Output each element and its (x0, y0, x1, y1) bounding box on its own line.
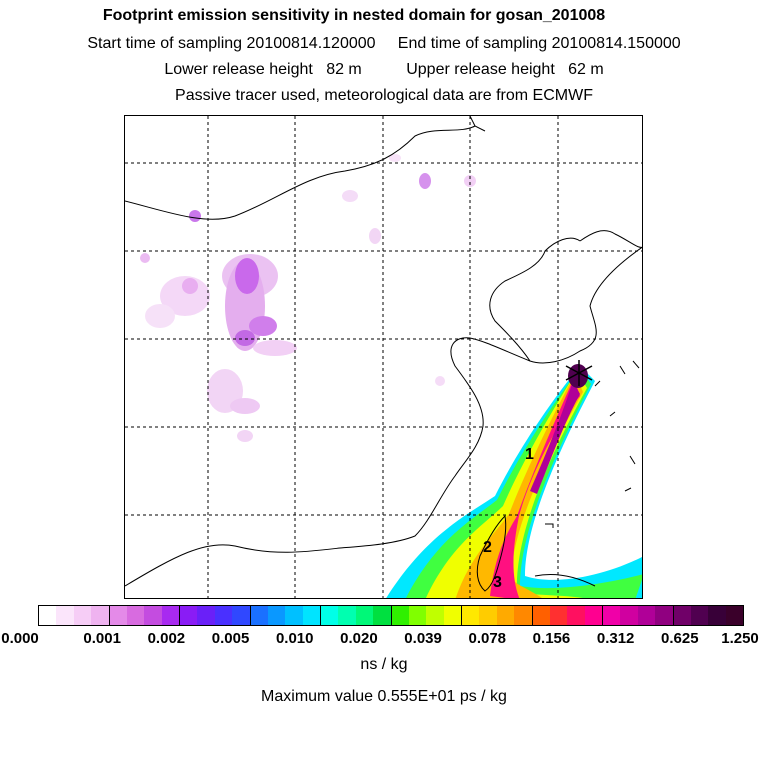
colorbar-swatch (197, 606, 215, 625)
sensitivity-patches-west (140, 154, 476, 442)
colorbar-swatch (56, 606, 74, 625)
colorbar-swatch (532, 606, 550, 625)
colorbar-swatch (408, 606, 427, 625)
colorbar-tick-label: 0.001 (83, 630, 121, 647)
colorbar-tick-label: 0.156 (532, 630, 571, 647)
colorbar-swatch (180, 606, 198, 625)
upper-height-label: Upper release height 62 m (406, 61, 604, 78)
colorbar-swatch (673, 606, 691, 625)
colorbar-swatch (267, 606, 286, 625)
colorbar-swatch (338, 606, 356, 625)
colorbar-swatch (250, 606, 268, 625)
lower-height-label: Lower release height 82 m (164, 61, 362, 78)
colorbar-swatch (443, 606, 462, 625)
sampling-times: Start time of sampling 20100814.120000 E… (0, 35, 768, 53)
colorbar-swatch (426, 606, 444, 625)
sensitivity-plume (386, 364, 642, 598)
colorbar-swatch (655, 606, 674, 625)
colorbar-swatch (479, 606, 497, 625)
star-icon (565, 360, 593, 386)
colorbar-swatch (285, 606, 303, 625)
colorbar-swatch (690, 606, 709, 625)
colorbar-tick-label: 0.000 (1, 630, 39, 647)
colorbar-tick-label: 1.250 (721, 630, 759, 647)
colorbar-swatch (567, 606, 585, 625)
start-time-label: Start time of sampling 20100814.120000 (87, 35, 376, 52)
colorbar-swatch (109, 606, 127, 625)
coastlines (125, 116, 642, 592)
footprint-map: 1 2 3 (124, 115, 643, 599)
colorbar-tick-label: 0.002 (147, 630, 186, 647)
end-time-label: End time of sampling 20100814.150000 (397, 35, 681, 52)
colorbar-swatch (708, 606, 726, 625)
colorbar-swatch (302, 606, 321, 625)
colorbar-swatch (514, 606, 533, 625)
colorbar-tick-label: 0.625 (661, 630, 699, 647)
colorbar-swatch (321, 606, 339, 625)
trajectory-marker-3: 3 (493, 574, 502, 591)
colorbar-swatch (391, 606, 409, 625)
colorbar-tick-label: 0.039 (404, 630, 442, 647)
colorbar-tick-label: 0.020 (340, 630, 378, 647)
colorbar-swatch (232, 606, 251, 625)
colorbar-swatch (496, 606, 515, 625)
colorbar-swatch (725, 606, 743, 625)
trajectory-marker-2: 2 (483, 539, 492, 556)
colorbar-tick-label: 0.010 (275, 630, 314, 647)
colorbar-tick-label: 0.078 (468, 630, 507, 647)
colorbar-swatch (355, 606, 374, 625)
colorbar-swatch (637, 606, 656, 625)
colorbar-swatch (603, 606, 621, 625)
colorbar-unit: ns / kg (360, 656, 408, 673)
map-canvas (125, 116, 642, 598)
colorbar-swatch (549, 606, 568, 625)
colorbar-swatch (584, 606, 603, 625)
release-heights: Lower release height 82 m Upper release … (0, 61, 768, 79)
colorbar-swatch (39, 606, 57, 625)
colorbar-swatch (73, 606, 92, 625)
colorbar-tick-label: 0.005 (211, 630, 250, 647)
colorbar-swatch (373, 606, 392, 625)
colorbar-tick-label: 0.312 (596, 630, 635, 647)
colorbar-swatch (161, 606, 180, 625)
tracer-info: Passive tracer used, meteorological data… (175, 87, 593, 104)
colorbar-swatch (620, 606, 638, 625)
colorbar-swatch (91, 606, 110, 625)
colorbar-swatch (462, 606, 480, 625)
colorbar-swatch (144, 606, 162, 625)
lat-lon-grid (125, 116, 642, 598)
trajectory-marker-1: 1 (525, 446, 534, 463)
maximum-value: Maximum value 0.555E+01 ps / kg (261, 688, 507, 705)
colorbar-swatch (214, 606, 233, 625)
colorbar-swatch (126, 606, 145, 625)
map-title: Footprint emission sensitivity in nested… (102, 7, 606, 24)
colorbar (38, 605, 744, 626)
